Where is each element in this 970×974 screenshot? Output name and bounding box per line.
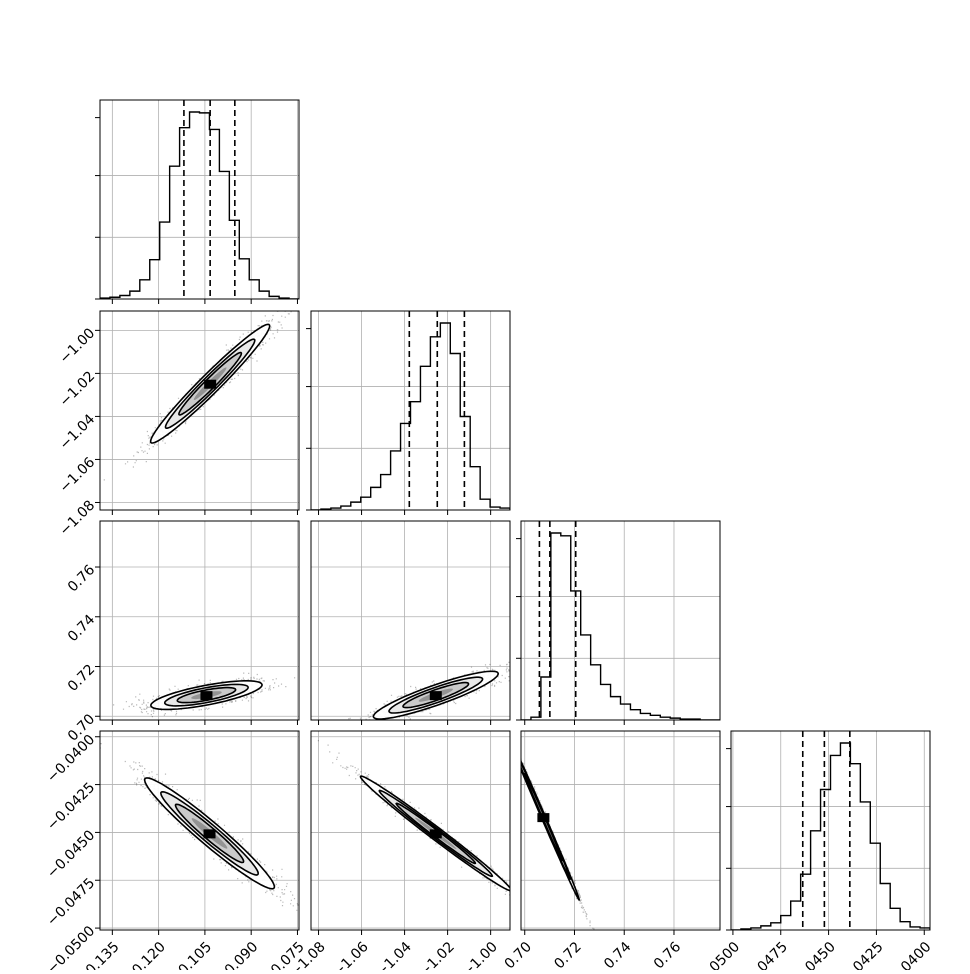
density-peak: [200, 691, 213, 701]
ticks-1-0: [95, 329, 298, 515]
hist-y-ticks-1: [306, 328, 510, 511]
x-tick-label-1: −1.00: [459, 939, 501, 970]
x-tick-label-3: −0.0500: [689, 939, 743, 970]
contour-2: [143, 777, 276, 890]
density-3-1: [317, 740, 510, 896]
y-tick-label-2: 0.74: [65, 612, 98, 645]
x-tick-label-3: −0.0475: [737, 939, 791, 970]
density-3-2: [521, 758, 595, 930]
density-peak: [537, 813, 550, 823]
panel-frame-3-0: [99, 730, 300, 931]
density-1-0: [103, 311, 294, 481]
panel-1-1: [318, 311, 492, 510]
histogram-3: [731, 742, 930, 930]
y-tick-label-1: −1.00: [57, 325, 99, 367]
y-tick-label-1: −1.02: [57, 368, 99, 410]
density-peak: [203, 829, 216, 839]
x-tick-label-2: 0.72: [551, 939, 584, 970]
y-tick-label-1: −1.04: [57, 411, 99, 453]
x-tick-label-1: −1.04: [373, 939, 415, 970]
contour-0: [176, 686, 237, 704]
ticks-1-1: [318, 510, 492, 515]
density-2-1: [348, 661, 510, 720]
density-peak: [204, 379, 217, 389]
ticks-2-2: [524, 720, 675, 725]
contour-2: [521, 759, 581, 901]
contour-2: [372, 670, 500, 720]
density-3-0: [100, 743, 299, 911]
contour-0: [402, 681, 470, 709]
panel-frame-1-0: [99, 310, 300, 511]
x-tick-label-1: −1.02: [416, 939, 458, 970]
contour-2: [359, 775, 510, 892]
contour-0: [178, 351, 243, 416]
contour-1: [160, 790, 260, 876]
density-peak: [429, 691, 442, 701]
x-tick-label-2: 0.76: [651, 939, 684, 970]
contour-1: [164, 338, 256, 429]
y-tick-label-3: −0.0475: [44, 875, 98, 929]
contour-0: [174, 803, 245, 864]
histogram-1: [311, 322, 510, 510]
ticks-2-1: [318, 720, 492, 725]
panel-frame-2-1: [310, 520, 511, 721]
x-tick-label-0: −0.105: [167, 939, 215, 970]
histogram-0: [100, 111, 299, 299]
panel-3-3: [732, 731, 925, 930]
x-tick-label-3: −0.0425: [832, 939, 886, 970]
panel-1-0: [100, 311, 299, 510]
x-tick-label-0: −0.090: [213, 939, 261, 970]
y-tick-label-2: 0.76: [65, 562, 98, 595]
panel-0-0: [111, 100, 298, 299]
ticks-3-2: [524, 930, 675, 935]
y-tick-label-3: −0.0425: [44, 780, 98, 834]
ticks-3-3: [732, 930, 925, 935]
contour-2: [150, 680, 263, 711]
panel-3-1: [311, 731, 510, 930]
panel-2-2: [524, 521, 675, 720]
x-tick-label-1: −1.06: [330, 939, 372, 970]
contour-1: [164, 683, 249, 707]
x-tick-label-3: −0.0400: [880, 939, 934, 970]
histogram-2: [521, 532, 720, 720]
panel-frame-2-2: [520, 520, 721, 721]
density-2-0: [113, 672, 299, 720]
hist-y-ticks-2: [516, 538, 720, 721]
y-tick-label-2: 0.72: [65, 661, 98, 694]
y-tick-label-1: −1.08: [57, 497, 99, 539]
hist-y-ticks-0: [95, 117, 299, 300]
x-tick-label-3: −0.0450: [785, 939, 839, 970]
x-tick-label-2: 0.74: [601, 939, 634, 970]
ticks-3-1: [318, 930, 492, 935]
hist-y-ticks-3: [726, 748, 930, 931]
ticks-3-0: [95, 736, 298, 935]
panel-frame-0-0: [99, 99, 300, 300]
panel-3-2: [521, 731, 720, 930]
panel-frame-3-3: [730, 730, 931, 931]
panel-frame-3-2: [520, 730, 721, 931]
panel-frame-2-0: [99, 520, 300, 721]
contour-2: [149, 323, 271, 444]
ticks-2-0: [95, 566, 298, 725]
density-peak: [429, 829, 442, 839]
panel-frame-3-1: [310, 730, 511, 931]
ticks-0-0: [111, 299, 298, 304]
x-tick-label-2: 0.70: [502, 939, 535, 970]
x-tick-label-0: −0.120: [121, 939, 169, 970]
contour-1: [378, 789, 494, 878]
panel-frame-1-1: [310, 310, 511, 511]
panel-2-1: [311, 521, 510, 720]
y-tick-label-3: −0.0450: [44, 827, 98, 881]
y-tick-label-1: −1.06: [57, 454, 99, 496]
contour-0: [395, 802, 477, 865]
contour-1: [388, 676, 484, 714]
